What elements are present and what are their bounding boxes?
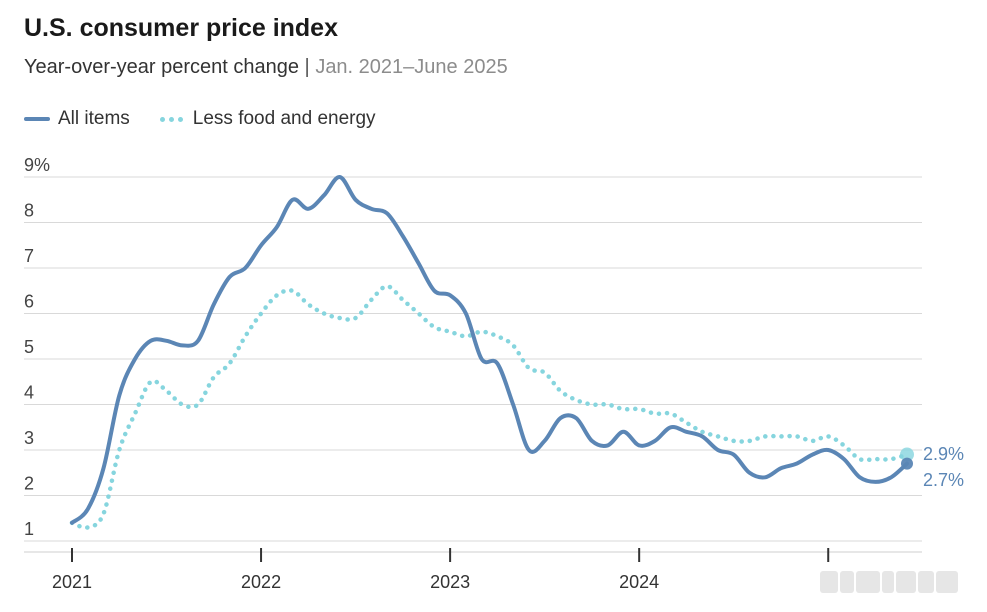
legend-label-all-items: All items (58, 108, 130, 129)
chart-title: U.S. consumer price index (24, 14, 338, 42)
gridlines (24, 176, 922, 542)
x-tick-label: 2022 (241, 572, 281, 592)
subtitle-main: Year-over-year percent change (24, 56, 299, 78)
x-axis: 2021 2022 2023 2024 (24, 548, 922, 592)
y-tick-label: 6 (24, 292, 34, 312)
y-tick-label: 3 (24, 428, 34, 448)
y-tick-label: 9% (24, 155, 50, 175)
chart-subtitle: Year-over-year percent change | Jan. 202… (24, 56, 508, 79)
x-tick-label: 2024 (619, 572, 659, 592)
y-tick-label: 7 (24, 246, 34, 266)
x-tick-label: 2023 (430, 572, 470, 592)
y-tick-label: 5 (24, 337, 34, 357)
chart-legend: All items Less food and energy (24, 108, 406, 130)
watermark (820, 568, 970, 596)
subtitle-range: Jan. 2021–June 2025 (315, 56, 508, 78)
legend-item-core: Less food and energy (159, 108, 376, 130)
legend-item-all-items: All items (24, 108, 130, 130)
series-end-markers: 2.9% 2.7% (900, 444, 964, 490)
end-label-core: 2.9% (923, 444, 964, 464)
series-line-core (69, 283, 910, 530)
y-tick-label: 1 (24, 519, 34, 539)
legend-label-core: Less food and energy (192, 108, 376, 129)
y-tick-label: 2 (24, 474, 34, 494)
y-tick-label: 8 (24, 201, 34, 221)
y-tick-label: 4 (24, 383, 34, 403)
series-line-all-items (70, 175, 909, 525)
series-lines (69, 175, 910, 530)
subtitle-separator: | (304, 56, 310, 78)
endpoint-core (900, 447, 914, 462)
legend-swatch-dotted-line (159, 116, 183, 122)
legend-swatch-solid-line (24, 117, 50, 121)
endpoint-all-items (901, 457, 913, 470)
end-label-all-items: 2.7% (923, 470, 964, 490)
x-tick-label: 2021 (52, 572, 92, 592)
y-axis-tick-labels: 1 2 3 4 5 6 7 8 9% (24, 155, 50, 539)
